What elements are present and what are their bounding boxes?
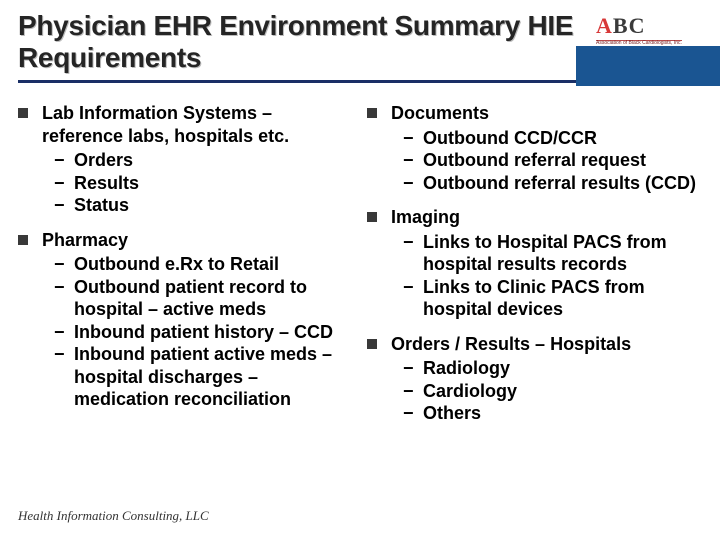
sub-text: Radiology	[423, 357, 510, 380]
sub-list: −Outbound e.Rx to Retail −Outbound patie…	[42, 253, 349, 411]
item-heading: Lab Information Systems – reference labs…	[42, 102, 349, 147]
sub-text: Outbound referral results (CCD)	[423, 172, 696, 195]
item-heading: Imaging	[391, 206, 698, 229]
item-heading: Pharmacy	[42, 229, 349, 252]
dash-icon: −	[403, 380, 415, 403]
dash-icon: −	[54, 343, 66, 366]
sub-list: −Radiology −Cardiology −Others	[391, 357, 698, 425]
sub-text: Outbound patient record to hospital – ac…	[74, 276, 349, 321]
list-item: Documents −Outbound CCD/CCR −Outbound re…	[367, 102, 698, 194]
right-column: Documents −Outbound CCD/CCR −Outbound re…	[367, 102, 698, 437]
sub-item: −Outbound CCD/CCR	[391, 127, 698, 150]
logo-subtitle: Association of Black Cardiologists, Inc.	[596, 41, 682, 46]
square-bullet-icon	[367, 108, 377, 118]
sub-text: Results	[74, 172, 139, 195]
dash-icon: −	[403, 231, 415, 254]
sub-item: −Status	[42, 194, 349, 217]
sub-item: −Outbound referral results (CCD)	[391, 172, 698, 195]
dash-icon: −	[54, 194, 66, 217]
sub-text: Links to Hospital PACS from hospital res…	[423, 231, 698, 276]
list-item: Lab Information Systems – reference labs…	[18, 102, 349, 217]
footer-text: Health Information Consulting, LLC	[18, 508, 209, 524]
item-body: Lab Information Systems – reference labs…	[42, 102, 349, 217]
logo: ABC Association of Black Cardiologists, …	[596, 14, 708, 44]
logo-mark: ABC Association of Black Cardiologists, …	[596, 13, 682, 46]
header-band	[576, 46, 720, 86]
dash-icon: −	[54, 253, 66, 276]
square-bullet-icon	[18, 108, 28, 118]
sub-item: −Others	[391, 402, 698, 425]
content-area: Lab Information Systems – reference labs…	[18, 102, 698, 437]
item-body: Pharmacy −Outbound e.Rx to Retail −Outbo…	[42, 229, 349, 411]
dash-icon: −	[403, 276, 415, 299]
sub-item: −Orders	[42, 149, 349, 172]
dash-icon: −	[403, 357, 415, 380]
sub-item: −Inbound patient history – CCD	[42, 321, 349, 344]
dash-icon: −	[54, 172, 66, 195]
sub-item: −Outbound e.Rx to Retail	[42, 253, 349, 276]
square-bullet-icon	[367, 339, 377, 349]
sub-text: Inbound patient active meds – hospital d…	[74, 343, 349, 411]
item-body: Orders / Results – Hospitals −Radiology …	[391, 333, 698, 425]
square-bullet-icon	[367, 212, 377, 222]
dash-icon: −	[403, 172, 415, 195]
title-underline	[18, 80, 576, 83]
sub-item: −Radiology	[391, 357, 698, 380]
sub-item: −Inbound patient active meds – hospital …	[42, 343, 349, 411]
sub-text: Outbound CCD/CCR	[423, 127, 597, 150]
sub-item: −Cardiology	[391, 380, 698, 403]
item-heading: Orders / Results – Hospitals	[391, 333, 698, 356]
sub-text: Others	[423, 402, 481, 425]
sub-list: −Outbound CCD/CCR −Outbound referral req…	[391, 127, 698, 195]
sub-item: −Results	[42, 172, 349, 195]
list-item: Imaging −Links to Hospital PACS from hos…	[367, 206, 698, 321]
logo-letter-a: A	[596, 13, 613, 38]
dash-icon: −	[403, 402, 415, 425]
sub-text: Links to Clinic PACS from hospital devic…	[423, 276, 698, 321]
logo-letters-bc: BC	[613, 13, 646, 38]
item-body: Documents −Outbound CCD/CCR −Outbound re…	[391, 102, 698, 194]
sub-item: −Links to Hospital PACS from hospital re…	[391, 231, 698, 276]
list-item: Orders / Results – Hospitals −Radiology …	[367, 333, 698, 425]
dash-icon: −	[403, 127, 415, 150]
dash-icon: −	[54, 276, 66, 299]
sub-item: −Links to Clinic PACS from hospital devi…	[391, 276, 698, 321]
dash-icon: −	[54, 321, 66, 344]
sub-list: −Links to Hospital PACS from hospital re…	[391, 231, 698, 321]
dash-icon: −	[54, 149, 66, 172]
left-column: Lab Information Systems – reference labs…	[18, 102, 349, 437]
list-item: Pharmacy −Outbound e.Rx to Retail −Outbo…	[18, 229, 349, 411]
sub-text: Inbound patient history – CCD	[74, 321, 333, 344]
sub-item: −Outbound referral request	[391, 149, 698, 172]
sub-text: Outbound e.Rx to Retail	[74, 253, 279, 276]
item-heading: Documents	[391, 102, 698, 125]
dash-icon: −	[403, 149, 415, 172]
square-bullet-icon	[18, 235, 28, 245]
slide: Physician EHR Environment Summary HIE Re…	[0, 0, 720, 540]
sub-text: Status	[74, 194, 129, 217]
item-body: Imaging −Links to Hospital PACS from hos…	[391, 206, 698, 321]
sub-list: −Orders −Results −Status	[42, 149, 349, 217]
sub-text: Outbound referral request	[423, 149, 646, 172]
sub-text: Cardiology	[423, 380, 517, 403]
sub-text: Orders	[74, 149, 133, 172]
sub-item: −Outbound patient record to hospital – a…	[42, 276, 349, 321]
